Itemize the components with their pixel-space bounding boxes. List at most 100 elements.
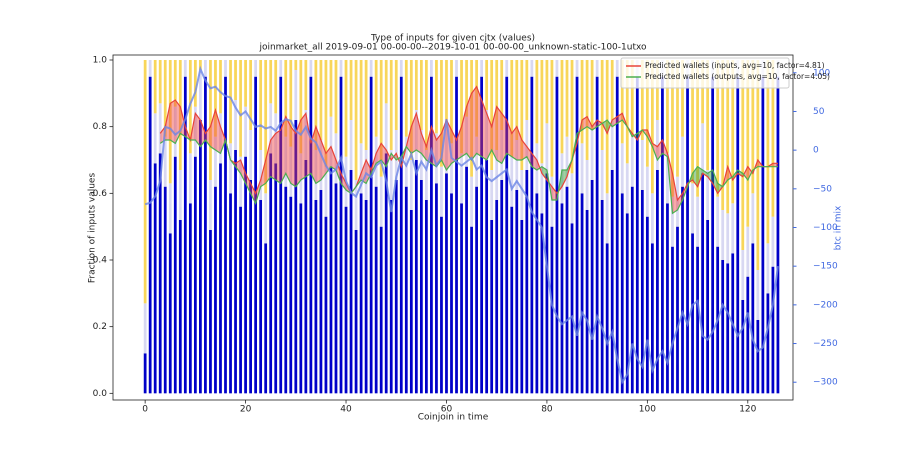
bar-segment — [148, 76, 152, 394]
bar-segment — [666, 153, 669, 204]
bar-segment — [229, 60, 232, 144]
fill-between — [245, 173, 251, 194]
bar-segment — [550, 176, 554, 227]
fill-between — [341, 173, 347, 190]
bar-segment — [374, 60, 378, 137]
bar-segment — [650, 60, 654, 194]
bar-segment — [465, 116, 468, 167]
fill-between — [597, 120, 603, 127]
bar-segment — [259, 200, 263, 394]
bar-segment — [666, 60, 669, 154]
bar-segment — [671, 60, 674, 197]
bar-segment — [414, 110, 418, 160]
bar-segment — [404, 186, 408, 394]
bar-segment — [771, 266, 775, 394]
bar-segment — [661, 76, 664, 394]
fill-between — [737, 170, 743, 177]
bar-segment — [309, 60, 313, 77]
bar-segment — [294, 120, 298, 394]
bar-segment — [525, 170, 529, 394]
bar-segment — [158, 103, 162, 154]
bar-segment — [188, 153, 192, 204]
bar-segment — [736, 76, 740, 394]
fill-between — [250, 183, 256, 204]
fill-between — [712, 170, 718, 194]
bar-segment — [269, 153, 273, 394]
fill-between — [315, 126, 321, 184]
bar-segment — [339, 76, 343, 394]
bar-segment — [630, 60, 634, 137]
bar-segment — [274, 113, 278, 164]
bar-segment — [500, 180, 504, 394]
bar-segment — [284, 136, 288, 187]
bar-segment — [640, 60, 644, 140]
bar-segment — [239, 60, 242, 157]
bar-segment — [239, 206, 242, 394]
bar-segment — [364, 200, 368, 394]
bar-segment — [324, 166, 328, 217]
bar-segment — [756, 60, 760, 270]
bar-segment — [239, 156, 242, 207]
bar-segment — [289, 196, 293, 394]
bar-segment — [168, 60, 172, 184]
bar-segment — [706, 220, 710, 394]
bar-segment — [450, 143, 453, 194]
y2-axis-label: btc in mix — [834, 205, 844, 250]
bar-segment — [490, 170, 494, 220]
x-tick-label: 100 — [639, 405, 656, 415]
bar-segment — [344, 60, 348, 157]
bar-segment — [630, 136, 634, 187]
bar-segment — [645, 166, 649, 217]
bar-segment — [299, 60, 303, 154]
bar-segment — [500, 130, 504, 180]
fill-between — [702, 170, 708, 177]
fill-between — [200, 120, 206, 147]
bar-segment — [605, 243, 609, 394]
bar-segment — [264, 60, 268, 194]
bar-segment — [475, 136, 478, 187]
bar-segment — [264, 193, 268, 244]
bar-segment — [304, 60, 308, 110]
bar-segment — [525, 120, 529, 170]
bar-segment — [746, 60, 750, 227]
bar-segment — [158, 60, 162, 104]
bar-segment — [726, 213, 730, 264]
fill-between — [476, 86, 482, 157]
bar-segment — [776, 76, 780, 394]
bar-segment — [178, 60, 182, 170]
bar-segment — [726, 263, 730, 394]
fill-between — [677, 193, 683, 210]
fill-between — [421, 133, 427, 160]
bar-segment — [324, 60, 328, 167]
bar-segment — [188, 203, 192, 394]
bar-segment — [254, 76, 258, 394]
bar-segment — [209, 180, 212, 230]
bar-segment — [550, 226, 554, 394]
bar-segment — [389, 60, 393, 150]
bar-segment — [163, 186, 167, 394]
bar-segment — [520, 170, 524, 220]
bar-segment — [319, 140, 323, 190]
bar-segment — [640, 140, 644, 190]
bar-segment — [756, 320, 760, 394]
bar-segment — [399, 60, 403, 77]
fill-between — [772, 163, 778, 167]
bar-segment — [706, 60, 710, 170]
bar-segment — [771, 216, 775, 267]
bar-segment — [505, 76, 509, 394]
fill-between — [541, 166, 547, 180]
bar-segment — [234, 60, 237, 100]
bar-segment — [666, 203, 669, 394]
bar-segment — [545, 60, 549, 124]
bar-segment — [470, 60, 473, 177]
bar-segment — [394, 180, 398, 394]
bar-segment — [585, 210, 589, 394]
x-tick-label: 80 — [541, 405, 553, 415]
bar-segment — [570, 60, 574, 174]
bar-segment — [510, 156, 514, 207]
bar-segment — [731, 60, 735, 204]
bar-segment — [440, 216, 443, 394]
fill-between — [491, 106, 497, 160]
bar-segment — [404, 136, 408, 187]
